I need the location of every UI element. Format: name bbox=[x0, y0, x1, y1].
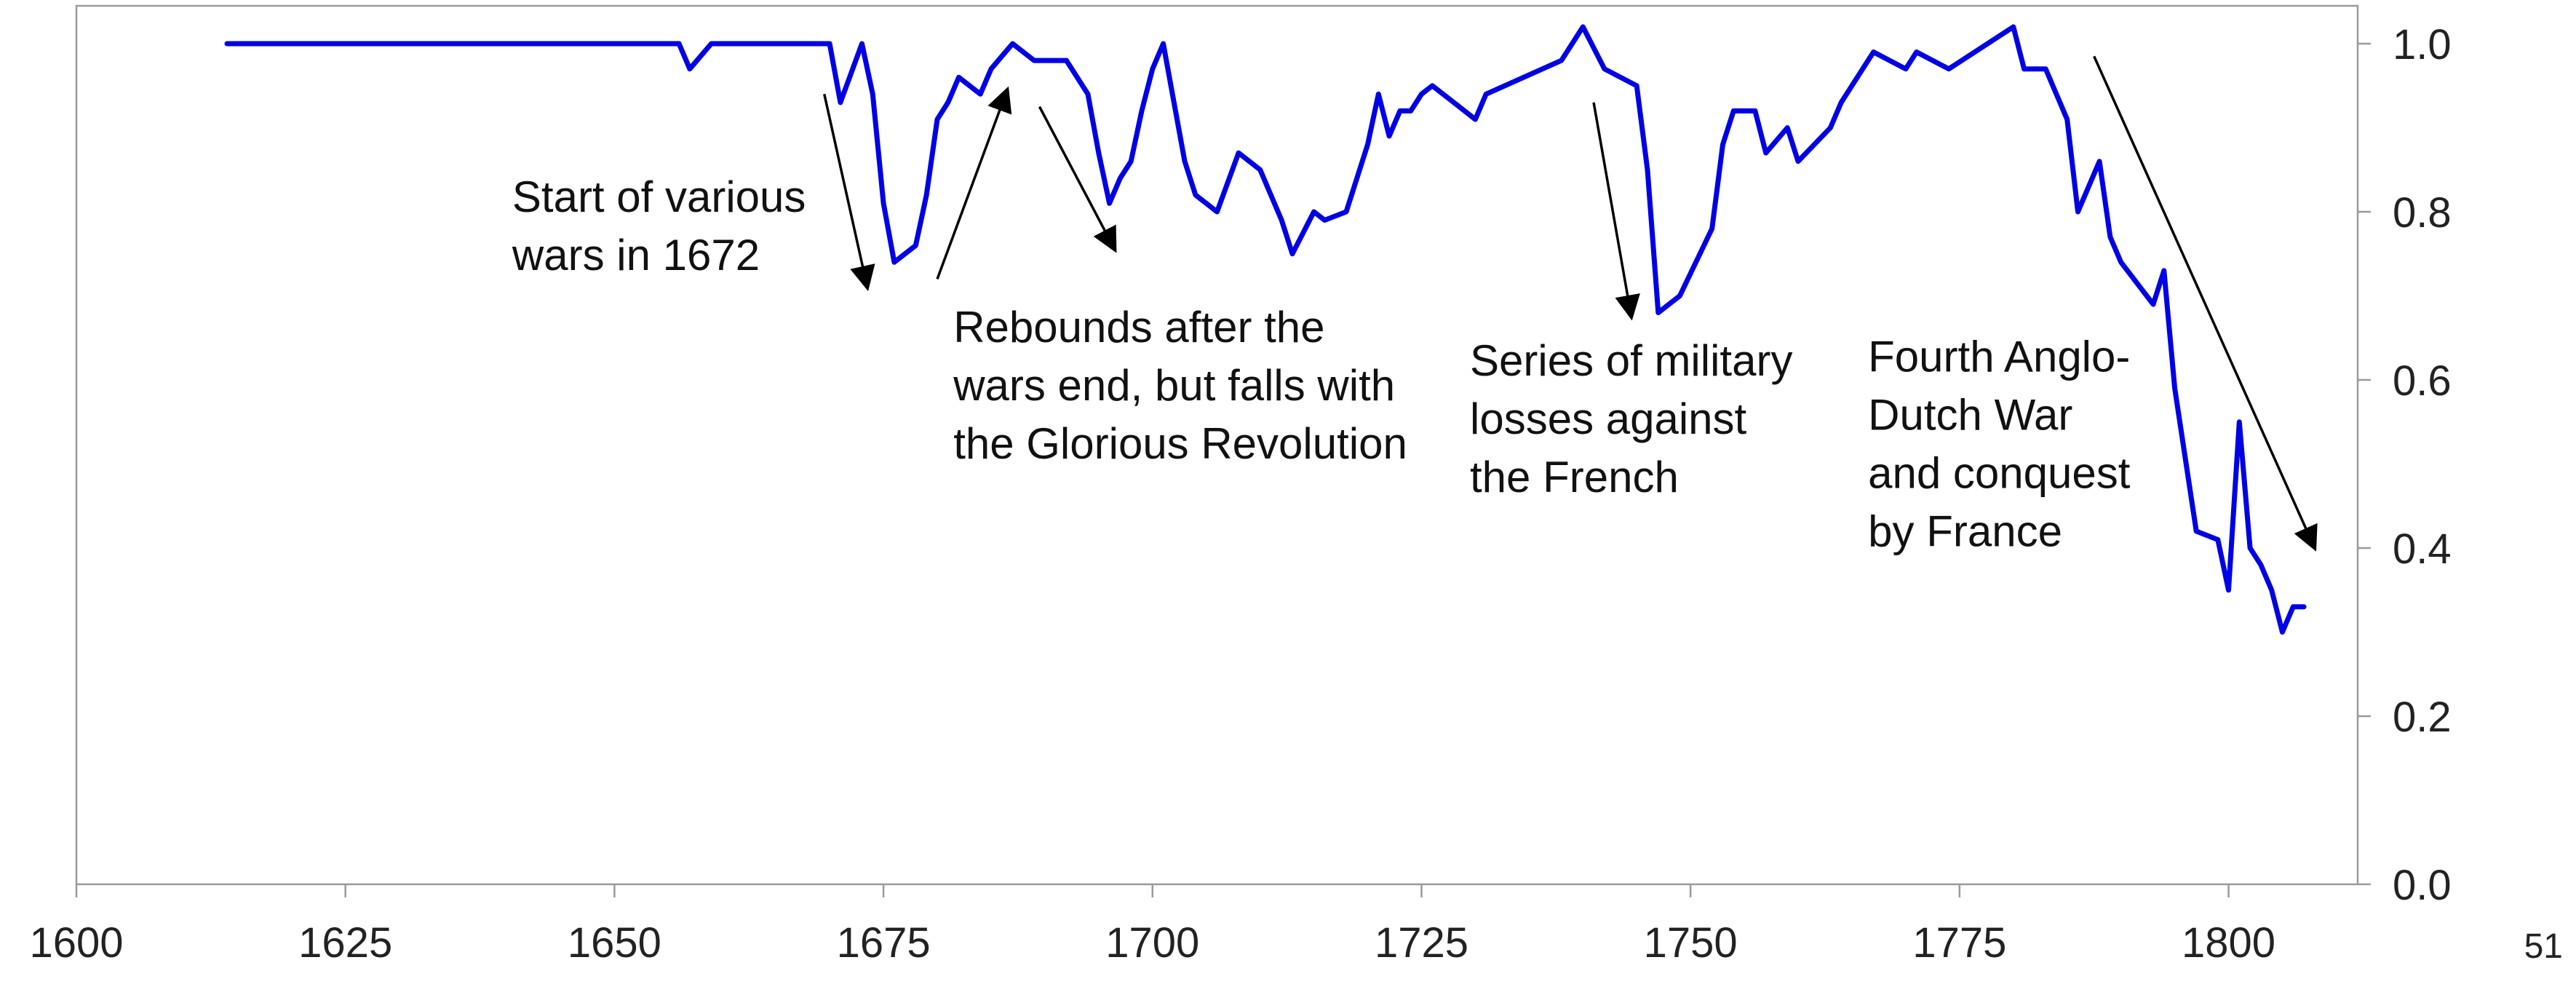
annotation-text-line: Dutch War bbox=[1868, 390, 2072, 439]
annotation-arrow bbox=[1038, 106, 1117, 253]
plot-frame bbox=[75, 4, 2359, 886]
y-axis: 0.0 0.2 0.4 0.6 0.8 1.0 bbox=[2358, 21, 2452, 909]
annotation-text-line: the Glorious Revolution bbox=[953, 419, 1407, 468]
y-tick-label: 0.2 bbox=[2393, 694, 2452, 741]
x-tick-label: 1775 bbox=[1912, 919, 2006, 967]
series-layer bbox=[224, 24, 2307, 635]
x-tick-label: 1600 bbox=[29, 919, 123, 967]
x-tick-label: 1800 bbox=[2182, 919, 2275, 967]
annotation: Rebounds after the wars end, but falls wi… bbox=[936, 86, 1407, 468]
y-tick-label: 0.8 bbox=[2393, 189, 2452, 237]
annotation-text-line: Fourth Anglo- bbox=[1868, 332, 2130, 381]
series-line bbox=[224, 24, 2307, 635]
page-number: 51 bbox=[2524, 927, 2563, 966]
annotation-arrow bbox=[1592, 102, 1640, 321]
annotation-text-line: and conquest bbox=[1868, 448, 2131, 497]
annotation-text-line: Start of various bbox=[512, 172, 806, 221]
x-tick-label: 1650 bbox=[568, 919, 661, 967]
annotation-text-line: wars end, but falls with bbox=[953, 361, 1395, 410]
annotation-text-line: Series of military bbox=[1470, 336, 1792, 385]
x-axis: 1600 1625 1650 1675 1700 1725 1750 1775 1800 bbox=[29, 884, 2275, 967]
annotation-text-line: wars in 1672 bbox=[512, 231, 760, 279]
y-tick-label: 1.0 bbox=[2393, 21, 2452, 68]
y-tick-label: 0.4 bbox=[2393, 525, 2452, 573]
annotation-text-line: the French bbox=[1470, 453, 1679, 501]
annotation: Start of various wars in 1672 bbox=[512, 93, 875, 292]
annotation-text-line: losses against bbox=[1470, 394, 1747, 443]
annotation-layer: Start of various wars in 1672 Rebounds aft… bbox=[512, 55, 2318, 555]
annotation: Series of military losses against the Fren… bbox=[1470, 102, 1792, 501]
y-tick-label: 0.0 bbox=[2393, 862, 2452, 909]
annotation-arrow bbox=[2093, 55, 2318, 552]
x-tick-label: 1700 bbox=[1105, 919, 1199, 967]
x-tick-label: 1675 bbox=[837, 919, 931, 967]
x-tick-label: 1725 bbox=[1375, 919, 1468, 967]
annotation: Fourth Anglo- Dutch War and conquest by Fra… bbox=[1868, 55, 2318, 555]
annotation-arrow bbox=[936, 86, 1012, 280]
x-tick-label: 1750 bbox=[1644, 919, 1738, 967]
annotation-text-line: by France bbox=[1868, 507, 2062, 555]
x-tick-label: 1625 bbox=[298, 919, 392, 967]
y-tick-label: 0.6 bbox=[2393, 357, 2452, 405]
annotation-text-line: Rebounds after the bbox=[953, 303, 1324, 352]
annotation-arrow bbox=[823, 93, 875, 292]
plot-border bbox=[75, 4, 2359, 886]
